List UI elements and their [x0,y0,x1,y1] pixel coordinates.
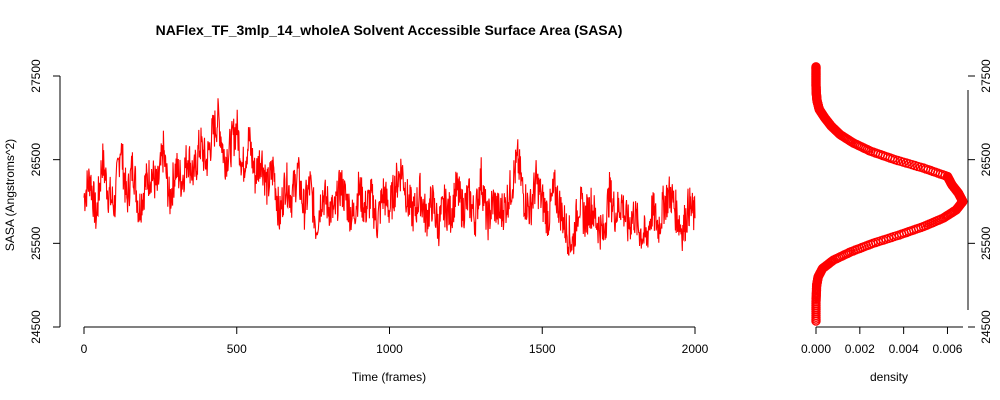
density-y-tick-label: 26500 [979,143,993,177]
timeseries-y-ticks: 24500 25500 26500 27500 [29,59,60,344]
timeseries-y-label: SASA (Angstroms^2) [3,139,17,251]
x-tick-label: 500 [227,342,247,356]
x-tick-label: 2000 [682,342,709,356]
x-tick-label: 1000 [376,342,403,356]
y-tick-label: 24500 [29,310,43,344]
density-x-tick-label: 0.004 [889,342,919,356]
density-x-label: density [870,370,908,384]
chart-title: NAFlex_TF_3mlp_14_wholeA Solvent Accessi… [156,22,623,38]
density-curve [811,62,968,326]
y-tick-label: 26500 [29,143,43,177]
timeseries-x-label: Time (frames) [352,370,426,384]
x-tick-label: 0 [81,342,88,356]
density-y-ticks: 24500 25500 26500 27500 [968,59,993,344]
y-tick-label: 27500 [29,59,43,93]
density-y-tick-label: 24500 [979,310,993,344]
density-x-ticks: 0.000 0.002 0.004 0.006 [801,327,963,356]
y-tick-label: 25500 [29,226,43,260]
density-point [811,62,821,72]
x-tick-label: 1500 [529,342,556,356]
density-x-tick-label: 0.002 [845,342,875,356]
timeseries-x-ticks: 0 500 1000 1500 2000 [81,327,709,356]
density-x-tick-label: 0.000 [801,342,831,356]
timeseries-panel: 0 500 1000 1500 2000 24500 25500 26500 27500 Ti… [3,59,709,384]
density-y-tick-label: 25500 [979,226,993,260]
density-panel: 0.000 0.002 0.004 0.006 24500 25500 26500 2750… [801,59,993,384]
density-x-tick-label: 0.006 [932,342,962,356]
density-y-tick-label: 27500 [979,59,993,93]
sasa-series-line [83,98,696,256]
